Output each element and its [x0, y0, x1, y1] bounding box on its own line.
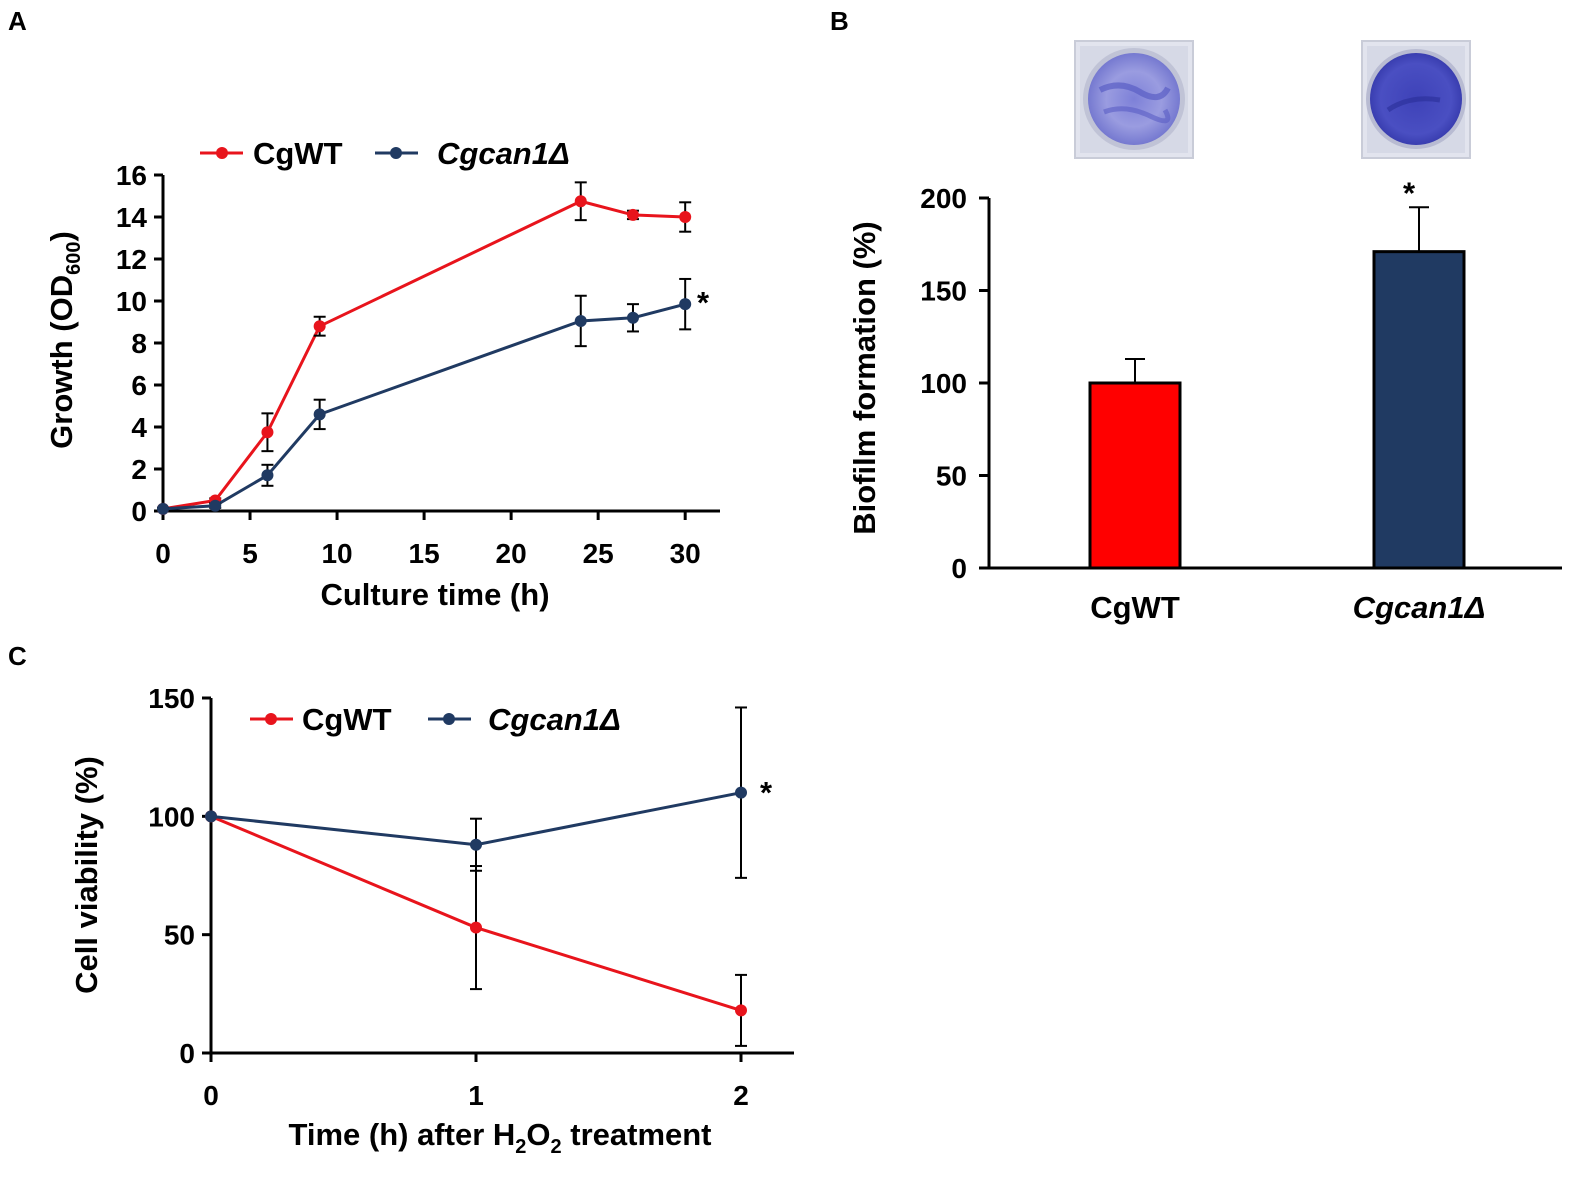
b-ytick-label: 150 [920, 276, 967, 307]
c-mutant-point [470, 839, 482, 851]
a-xtick-label: 20 [496, 538, 527, 569]
c-cgwt-point [470, 922, 482, 934]
panel-c-significance: * [760, 775, 773, 810]
a-xtick-label: 30 [670, 538, 701, 569]
panel-a-ylabel: Growth (OD600) [44, 231, 85, 449]
b-bar-cgwt [1090, 383, 1180, 568]
b-category-label-cgwt: CgWT [1090, 590, 1180, 625]
b-ytick-label: 200 [920, 183, 967, 214]
a-mutant-point [575, 315, 587, 327]
panel-c-legend: CgWT Cgcan1Δ [250, 702, 621, 737]
a-ytick-label: 2 [131, 454, 147, 485]
c-ytick-label: 100 [148, 801, 195, 832]
panel-c-axes: 0 50 100 150 0 1 2 [148, 683, 794, 1111]
panel-a-plot [157, 182, 691, 515]
legend-c-cgwt-marker [265, 713, 277, 725]
b-ytick-label: 100 [920, 368, 967, 399]
a-ytick-label: 8 [131, 328, 147, 359]
a-ytick-label: 14 [116, 202, 148, 233]
a-mutant-point [314, 408, 326, 420]
a-ytick-label: 16 [116, 160, 147, 191]
panel-c-label: C [8, 641, 27, 671]
c-xtick-label: 0 [203, 1080, 219, 1111]
b-category-label-mutant: Cgcan1Δ [1353, 590, 1486, 625]
b-ytick-label: 50 [936, 461, 967, 492]
panel-a-significance: * [697, 285, 710, 320]
legend-c-cgwt-label: CgWT [302, 702, 392, 737]
b-ytick-label: 0 [951, 553, 967, 584]
panel-b-plot: CgWT Cgcan1Δ * [1090, 175, 1485, 625]
a-ytick-label: 12 [116, 244, 147, 275]
a-xtick-label: 5 [242, 538, 258, 569]
a-xtick-label: 0 [155, 538, 171, 569]
panel-c-xlabel: Time (h) after H2O2 treatment [288, 1117, 711, 1158]
a-cgwt-point [314, 320, 326, 332]
a-xtick-label: 10 [321, 538, 352, 569]
panel-a: A 0 2 4 6 8 10 12 14 16 0 5 10 15 20 25 30 CgWT Cgcan1Δ… [8, 6, 720, 612]
a-mutant-line [163, 304, 685, 509]
panel-b-ylabel: Biofilm formation (%) [847, 221, 882, 534]
a-mutant-point [679, 298, 691, 310]
legend-c-mutant-label: Cgcan1Δ [488, 702, 621, 737]
a-cgwt-line [163, 201, 685, 509]
panel-b-label: B [830, 6, 849, 36]
a-mutant-point [209, 500, 221, 512]
legend-a-cgwt-label: CgWT [253, 136, 343, 171]
a-cgwt-point [261, 426, 273, 438]
a-mutant-point [261, 469, 273, 481]
c-mutant-point [735, 787, 747, 799]
a-mutant-point [157, 503, 169, 515]
b-bar-mutant [1374, 252, 1464, 568]
b-significance: * [1403, 175, 1416, 210]
a-xtick-label: 25 [583, 538, 614, 569]
legend-a-mutant-marker [390, 147, 402, 159]
biofilm-dish-mutant [1362, 41, 1470, 158]
panel-c: C 0 50 100 150 0 1 2 CgWT Cgcan1Δ Time (h) aft… [8, 641, 794, 1158]
a-cgwt-point [575, 195, 587, 207]
legend-a-mutant-label: Cgcan1Δ [437, 136, 570, 171]
a-ytick-label: 0 [131, 496, 147, 527]
panel-a-legend: CgWT Cgcan1Δ [200, 136, 570, 171]
a-ytick-label: 10 [116, 286, 147, 317]
a-ytick-label: 4 [131, 412, 147, 443]
legend-a-cgwt-marker [216, 147, 228, 159]
legend-c-mutant-marker [443, 713, 455, 725]
panel-c-plot [205, 707, 747, 1045]
a-xtick-label: 15 [409, 538, 440, 569]
c-xtick-label: 2 [733, 1080, 749, 1111]
panel-b-axes: 0 50 100 150 200 [920, 183, 1562, 584]
panel-a-label: A [8, 6, 27, 36]
figure: A 02468101214160 5 10 15 20 25 30 CgWT Cgcan1Δ… [0, 0, 1595, 1187]
panel-c-ylabel: Cell viability (%) [69, 756, 104, 994]
c-ytick-label: 0 [179, 1038, 195, 1069]
a-mutant-point [627, 312, 639, 324]
c-ytick-label: 150 [148, 683, 195, 714]
c-ytick-label: 50 [164, 920, 195, 951]
c-cgwt-point [735, 1004, 747, 1016]
biofilm-dish-cgwt [1075, 41, 1193, 158]
a-ytick-label: 6 [131, 370, 147, 401]
a-cgwt-point [679, 211, 691, 223]
c-mutant-point [205, 810, 217, 822]
panel-b: B [830, 6, 1562, 625]
c-xtick-label: 1 [468, 1080, 484, 1111]
panel-a-xlabel: Culture time (h) [320, 577, 549, 612]
a-cgwt-point [627, 209, 639, 221]
